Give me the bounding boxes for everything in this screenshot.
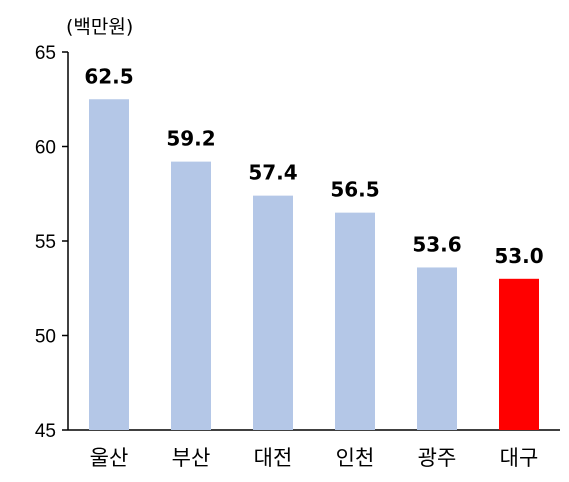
bar xyxy=(499,278,539,430)
bar-series xyxy=(89,99,539,430)
bar xyxy=(417,267,457,430)
y-tick-label: 60 xyxy=(35,138,56,159)
bar xyxy=(335,212,375,430)
data-label: 53.6 xyxy=(412,232,461,256)
category-label: 광주 xyxy=(418,446,457,470)
data-label: 56.5 xyxy=(330,178,379,202)
bar xyxy=(253,195,293,430)
category-label: 울산 xyxy=(90,446,129,470)
y-tick-label: 50 xyxy=(35,327,56,348)
data-label: 53.0 xyxy=(494,244,543,268)
unit-label: (백만원) xyxy=(66,16,133,38)
y-axis: 45 50 55 60 65 xyxy=(35,43,69,442)
category-label: 대구 xyxy=(500,446,539,470)
category-label: 인천 xyxy=(336,446,375,470)
category-label: 부산 xyxy=(172,446,211,470)
data-label: 57.4 xyxy=(248,161,297,185)
y-tick-label: 45 xyxy=(35,421,56,442)
data-labels: 62.5 59.2 57.4 56.5 53.6 53.0 xyxy=(84,64,543,268)
category-label: 대전 xyxy=(254,446,293,470)
data-label: 59.2 xyxy=(166,127,215,151)
y-tick-label: 55 xyxy=(35,232,56,253)
bar xyxy=(171,161,211,430)
bar xyxy=(89,99,129,430)
y-tick-label: 65 xyxy=(35,43,56,64)
data-label: 62.5 xyxy=(84,64,133,88)
category-labels: 울산 부산 대전 인천 광주 대구 xyxy=(90,446,539,470)
